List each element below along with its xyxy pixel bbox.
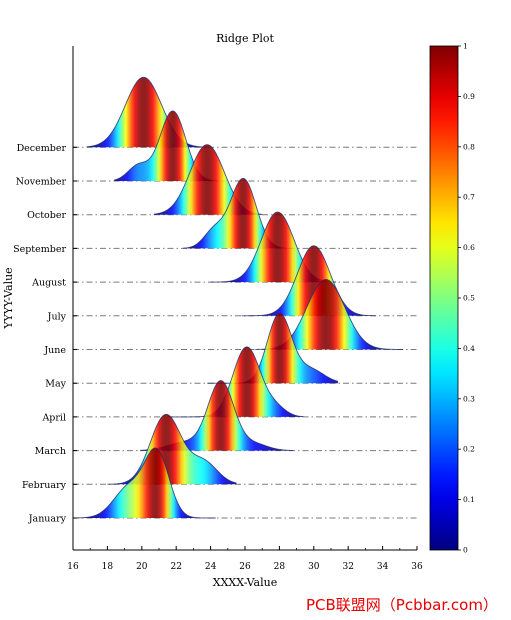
y-tick-label: March [35,446,66,457]
x-tick-label: 28 [274,562,286,572]
x-tick-label: 16 [67,562,79,572]
colorbar-tick-label: 1 [463,42,468,51]
ridge-march [140,380,294,451]
y-tick-label: January [28,514,67,525]
ridge-february [107,414,237,485]
colorbar-tick-label: 0.8 [463,142,475,151]
colorbar-tick-label: 0.1 [463,495,475,504]
ridge-april [169,346,304,417]
colorbar-tick-label: 0.3 [463,394,475,403]
colorbar-gradient [429,45,459,551]
x-tick-label: 22 [170,562,181,572]
colorbar-tick-label: 0.4 [463,344,475,353]
axes-layer: January February March April May June July Augu… [13,46,423,572]
x-tick-label: 32 [342,562,353,572]
ridge-november [114,111,220,181]
ridge-december [86,77,208,148]
y-tick-label: April [41,412,66,423]
y-tick-label: October [27,210,66,221]
ridge-outline-may [207,312,339,384]
colorbar-tick-label: 0.5 [463,294,475,303]
ridge-july [241,245,376,316]
ridge-outline-january [76,447,216,519]
colorbar-tick-label: 0.2 [463,445,475,454]
y-tick-label: December [17,143,67,154]
y-tick-label: November [16,177,67,188]
y-tick-label: February [22,480,67,491]
chart-title: Ridge Plot [216,32,274,45]
watermark-text: PCB联盟网（Pcbbar.com） [306,596,498,614]
y-tick-label: August [31,278,66,289]
y-tick-label: June [43,345,66,356]
ridge-may [207,313,338,384]
x-tick-label: 18 [102,562,114,572]
x-tick-label: 36 [411,562,423,572]
ridge-outline-april [169,346,304,418]
colorbar: 0 0.1 0.2 0.3 0.4 0.5 0.6 0.7 0.8 0.9 1 [429,42,475,555]
x-tick-label: 20 [136,562,148,572]
y-tick-label: May [45,379,66,390]
ridge-september [183,178,294,249]
colorbar-tick-label: 0.9 [463,92,475,101]
colorbar-tick-label: 0.7 [463,193,475,202]
x-axis-title: XXXX-Value [213,576,277,589]
ridge-outline-july [241,245,376,317]
colorbar-tick-label: 0.6 [463,243,475,252]
x-tick-label: 30 [308,562,320,572]
ridges-layer [73,76,417,519]
x-tick-label: 24 [205,562,217,572]
ridge-outline-february [107,413,237,485]
x-tick-label: 26 [239,562,251,572]
x-tick-label: 34 [377,562,389,572]
y-axis-title: YYYY-Value [2,267,15,329]
ridge-january [76,448,216,518]
ridge-june [255,279,404,350]
y-tick-label: July [47,311,67,322]
y-tick-label: September [13,244,66,255]
colorbar-tick-label: 0 [463,546,468,555]
